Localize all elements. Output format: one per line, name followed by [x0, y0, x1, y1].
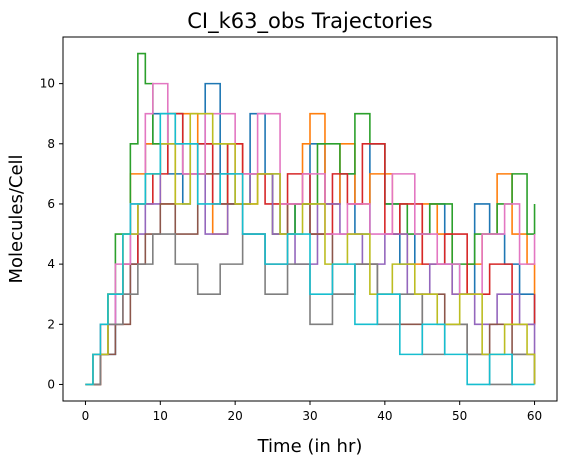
y-tick-label: 6	[47, 197, 55, 211]
series-layer	[85, 52, 536, 386]
y-tick-label: 4	[47, 257, 55, 271]
x-tick-label: 30	[302, 409, 317, 423]
chart-title: CI_k63_obs Trajectories	[187, 9, 433, 34]
x-tick-label: 40	[377, 409, 392, 423]
y-tick-label: 8	[47, 137, 55, 151]
y-tick-label: 10	[40, 77, 55, 91]
y-tick-label: 2	[47, 317, 55, 331]
x-tick-label: 50	[452, 409, 467, 423]
x-tick-label: 0	[82, 409, 90, 423]
x-tick-label: 20	[228, 409, 243, 423]
x-axis-label: Time (in hr)	[257, 436, 363, 457]
x-tick-label: 60	[527, 409, 542, 423]
y-tick-label: 0	[47, 377, 55, 391]
trajectory-series-line	[85, 112, 535, 386]
x-tick-label: 10	[153, 409, 168, 423]
y-axis-label: Molecules/Cell	[6, 154, 27, 283]
y-axis-ticks: 0 2 4 6 8 10	[40, 77, 63, 391]
x-axis-ticks: 0 10 20 30 40 50 60	[82, 401, 542, 423]
